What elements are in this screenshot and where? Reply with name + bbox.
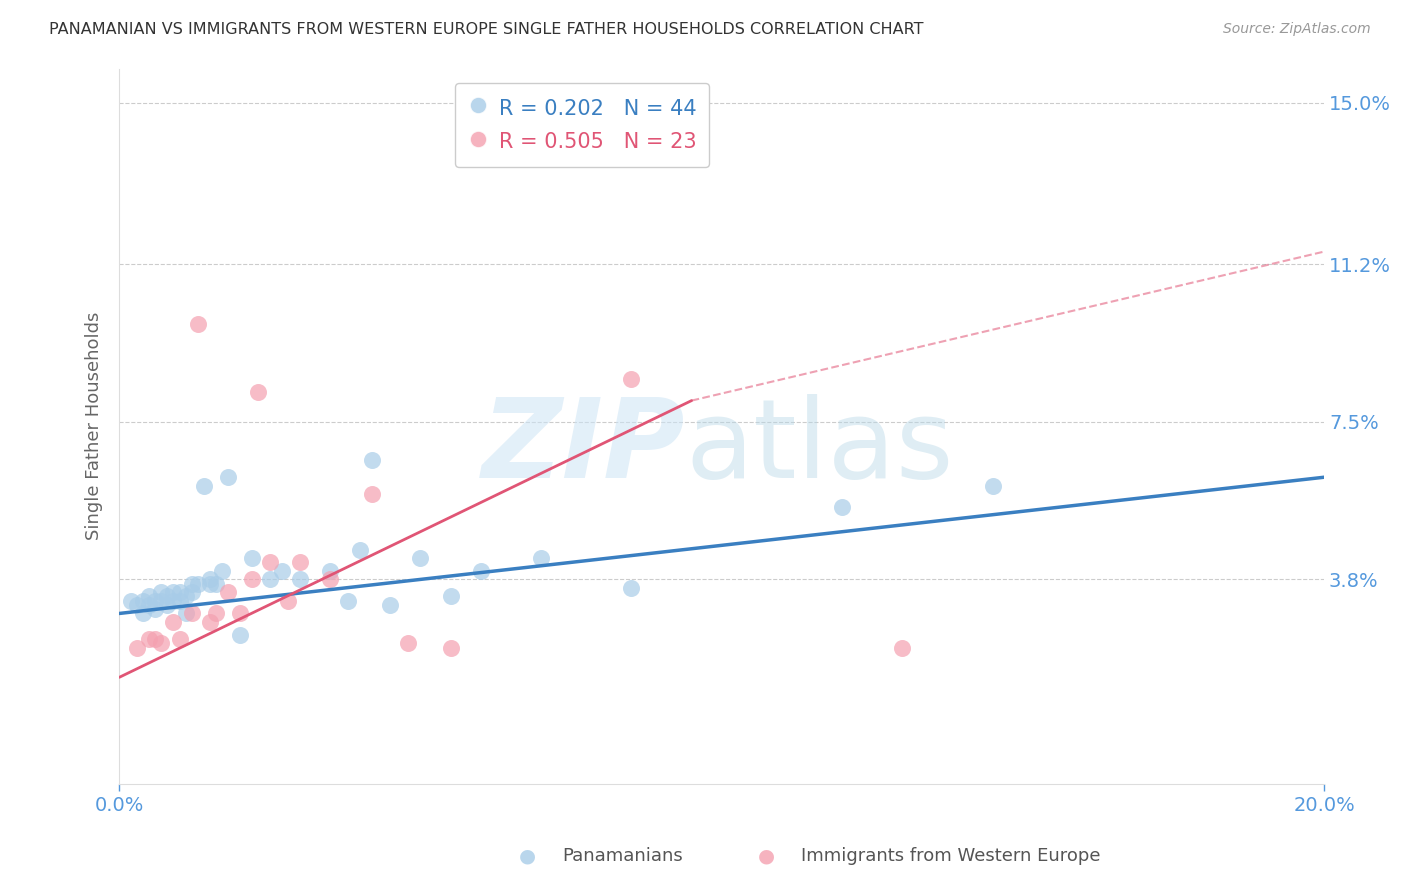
Point xyxy=(162,585,184,599)
Text: ●: ● xyxy=(519,847,536,866)
Point xyxy=(380,598,402,612)
Point xyxy=(198,615,221,629)
Point xyxy=(259,555,281,569)
Point xyxy=(150,636,173,650)
Point xyxy=(396,636,419,650)
Point xyxy=(319,564,342,578)
Text: Immigrants from Western Europe: Immigrants from Western Europe xyxy=(801,847,1101,865)
Point xyxy=(288,573,311,587)
Point xyxy=(409,551,432,566)
Point xyxy=(259,573,281,587)
Point xyxy=(211,564,233,578)
Point xyxy=(620,372,643,386)
Point xyxy=(530,551,553,566)
Point xyxy=(150,585,173,599)
Point xyxy=(240,551,263,566)
Point xyxy=(156,598,179,612)
Point xyxy=(439,590,461,604)
Text: PANAMANIAN VS IMMIGRANTS FROM WESTERN EUROPE SINGLE FATHER HOUSEHOLDS CORRELATIO: PANAMANIAN VS IMMIGRANTS FROM WESTERN EU… xyxy=(49,22,924,37)
Point xyxy=(470,564,492,578)
Point xyxy=(288,555,311,569)
Point xyxy=(180,576,202,591)
Text: ●: ● xyxy=(758,847,775,866)
Text: ZIP: ZIP xyxy=(482,394,686,501)
Point xyxy=(831,500,853,514)
Point xyxy=(174,607,197,621)
Point xyxy=(277,593,299,607)
Point xyxy=(217,470,239,484)
Point xyxy=(204,607,226,621)
Point xyxy=(138,598,160,612)
Point xyxy=(319,573,342,587)
Point xyxy=(145,632,167,646)
Point xyxy=(120,593,142,607)
Point xyxy=(337,593,360,607)
Point xyxy=(180,607,202,621)
Point xyxy=(620,581,643,595)
Point xyxy=(169,593,191,607)
Point xyxy=(198,573,221,587)
Point xyxy=(169,632,191,646)
Point xyxy=(145,593,167,607)
Point xyxy=(361,487,384,501)
Point xyxy=(439,640,461,655)
Point xyxy=(132,607,155,621)
Point xyxy=(169,585,191,599)
Point xyxy=(156,590,179,604)
Point xyxy=(204,576,226,591)
Point xyxy=(198,576,221,591)
Point xyxy=(127,640,149,655)
Text: Panamanians: Panamanians xyxy=(562,847,683,865)
Point xyxy=(229,628,252,642)
Point xyxy=(127,598,149,612)
Y-axis label: Single Father Households: Single Father Households xyxy=(86,312,103,541)
Point xyxy=(361,453,384,467)
Point xyxy=(240,573,263,587)
Point xyxy=(891,640,914,655)
Point xyxy=(271,564,294,578)
Point xyxy=(246,385,269,400)
Point xyxy=(132,593,155,607)
Point xyxy=(187,576,209,591)
Point xyxy=(217,585,239,599)
Point xyxy=(150,593,173,607)
Point xyxy=(162,615,184,629)
Point xyxy=(138,590,160,604)
Text: atlas: atlas xyxy=(686,394,955,501)
Text: Source: ZipAtlas.com: Source: ZipAtlas.com xyxy=(1223,22,1371,37)
Point xyxy=(349,542,371,557)
Legend: R = 0.202   N = 44, R = 0.505   N = 23: R = 0.202 N = 44, R = 0.505 N = 23 xyxy=(456,83,709,167)
Point xyxy=(180,585,202,599)
Point xyxy=(138,632,160,646)
Point xyxy=(981,479,1004,493)
Point xyxy=(145,602,167,616)
Point xyxy=(174,590,197,604)
Point xyxy=(187,317,209,331)
Point xyxy=(162,593,184,607)
Point xyxy=(193,479,215,493)
Point xyxy=(229,607,252,621)
